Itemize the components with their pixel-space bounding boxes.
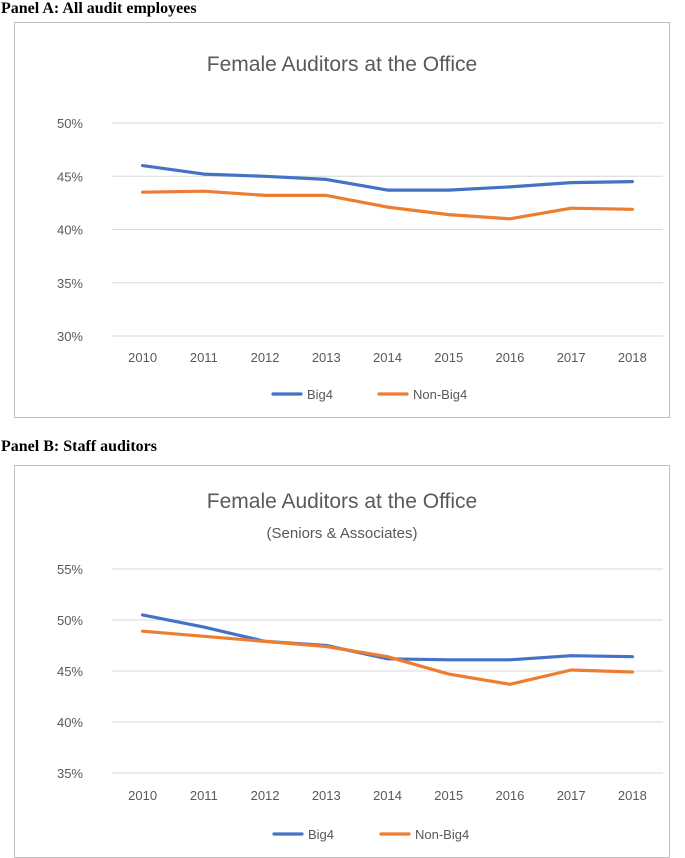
panel-b-chart-subtitle: (Seniors & Associates) bbox=[267, 525, 418, 542]
panel-a-x-tick-label: 2015 bbox=[434, 350, 463, 365]
panel-a-chart-title: Female Auditors at the Office bbox=[207, 53, 477, 76]
panel-b-x-tick-label: 2018 bbox=[618, 788, 647, 803]
panel-b-legend-label: Big4 bbox=[308, 827, 334, 842]
panel-a-x-tick-label: 2013 bbox=[312, 350, 341, 365]
panel-a-label: Panel A: All audit employees bbox=[1, 0, 197, 17]
panel-a-x-tick-label: 2014 bbox=[373, 350, 402, 365]
panel-b-label: Panel B: Staff auditors bbox=[1, 438, 157, 455]
panel-a-legend-label: Big4 bbox=[307, 387, 333, 402]
panel-b-x-tick-label: 2017 bbox=[557, 788, 586, 803]
panel-b-series-big4-line bbox=[140, 613, 635, 662]
panel-a-y-tick-label: 35% bbox=[57, 276, 83, 291]
panel-b-x-tick-label: 2015 bbox=[434, 788, 463, 803]
panel-b-x-tick-label: 2010 bbox=[128, 788, 157, 803]
panel-b-chart: Female Auditors at the Office (Seniors & … bbox=[14, 465, 670, 858]
panel-b-x-tick-label: 2013 bbox=[312, 788, 341, 803]
panel-a-y-tick-label: 40% bbox=[57, 223, 83, 238]
panel-a-x-tick-label: 2012 bbox=[251, 350, 280, 365]
panel-a-y-tick-label: 50% bbox=[57, 116, 83, 131]
panel-b-legend-label: Non-Big4 bbox=[415, 827, 469, 842]
panel-b-y-tick-label: 40% bbox=[57, 715, 83, 730]
panel-a-legend-label: Non-Big4 bbox=[413, 387, 467, 402]
panel-b-x-tick-label: 2011 bbox=[190, 788, 218, 803]
panel-a-chart: Female Auditors at the Office 30% 35% 40% 45… bbox=[14, 22, 670, 418]
panel-b-y-tick-label: 35% bbox=[57, 766, 83, 781]
panel-a-series-big4-line bbox=[140, 164, 635, 192]
panel-b-y-tick-label: 55% bbox=[57, 562, 83, 577]
panel-a-x-tick-label: 2017 bbox=[557, 350, 586, 365]
panel-b-x-tick-label: 2016 bbox=[495, 788, 524, 803]
panel-b-y-tick-label: 45% bbox=[57, 664, 83, 679]
panel-b-series-non-big4-line bbox=[140, 629, 635, 686]
panel-a-x-tick-label: 2011 bbox=[190, 350, 218, 365]
panel-b-x-tick-label: 2014 bbox=[373, 788, 402, 803]
panel-b-chart-svg: Female Auditors at the Office (Seniors & … bbox=[57, 490, 663, 842]
panel-b-y-tick-label: 50% bbox=[57, 613, 83, 628]
panel-b-chart-title: Female Auditors at the Office bbox=[207, 490, 477, 513]
panel-a-chart-svg: Female Auditors at the Office 30% 35% 40% 45… bbox=[57, 53, 663, 402]
panel-b-x-tick-label: 2012 bbox=[251, 788, 280, 803]
panel-a-x-tick-label: 2018 bbox=[618, 350, 647, 365]
panel-a-series-non-big4-line bbox=[140, 189, 635, 221]
panel-a-x-tick-label: 2016 bbox=[495, 350, 524, 365]
panel-a-y-tick-label: 30% bbox=[57, 329, 83, 344]
panel-a-y-tick-label: 45% bbox=[57, 169, 83, 184]
panel-a-x-tick-label: 2010 bbox=[128, 350, 157, 365]
